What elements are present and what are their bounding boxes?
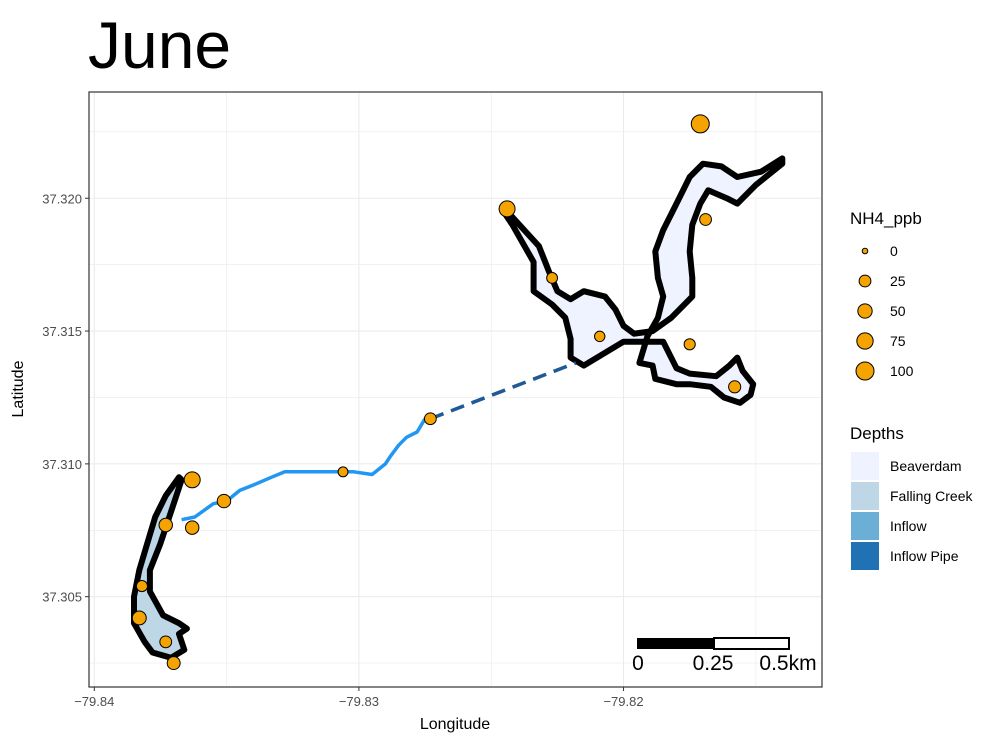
sample-point	[423, 412, 437, 426]
fill-legend-key	[851, 482, 879, 510]
size-legend: NH4_ppb 0 25 50 75 100	[850, 209, 922, 381]
sample-point	[337, 466, 349, 478]
fill-legend-label: Falling Creek	[890, 488, 973, 504]
beaverdam-reservoir	[498, 155, 786, 406]
size-legend-key	[855, 361, 875, 381]
sample-point	[594, 330, 606, 343]
scale-label-mid: 0.25	[693, 652, 734, 675]
x-tick-label: −79.82	[603, 694, 643, 709]
fill-legend-title: Depths	[850, 424, 904, 443]
size-legend-label: 75	[890, 333, 906, 349]
size-legend-title: NH4_ppb	[850, 209, 922, 228]
inflow-pipe	[429, 361, 577, 421]
fill-legend-label: Inflow Pipe	[890, 548, 959, 564]
plot-title: June	[88, 8, 231, 82]
y-tick-label: 37.310	[42, 457, 82, 472]
sample-point	[546, 272, 559, 284]
sample-point	[166, 656, 181, 671]
fill-legend-key	[851, 542, 879, 570]
fill-legend-key	[851, 512, 879, 540]
size-legend-label: 0	[890, 243, 898, 259]
size-legend-key	[861, 247, 869, 255]
axis-ticks: −79.84 −79.83 −79.82 37.305 37.310 37.315 37.3…	[42, 191, 643, 709]
size-legend-label: 100	[890, 363, 914, 379]
plot-panel-border	[88, 91, 823, 688]
sample-point	[135, 579, 148, 593]
scale-label-0: 0	[632, 652, 644, 675]
sample-point	[216, 493, 232, 509]
size-legend-key	[857, 303, 873, 319]
y-axis-title: Latitude	[10, 360, 27, 417]
sample-point	[184, 520, 200, 535]
y-tick-label: 37.305	[42, 590, 82, 605]
grid	[89, 92, 822, 687]
fill-legend-key	[851, 452, 879, 480]
fill-legend: Depths Beaverdam Falling Creek Inflow Inflo…	[850, 424, 973, 570]
x-tick-label: −79.84	[74, 694, 114, 709]
sample-point	[183, 471, 201, 489]
sample-point	[728, 380, 742, 394]
y-tick-label: 37.320	[42, 191, 82, 206]
sample-points	[131, 114, 742, 671]
size-legend-label: 50	[890, 303, 906, 319]
x-tick-label: −79.83	[339, 694, 379, 709]
sample-point	[158, 517, 173, 533]
size-legend-label: 25	[890, 273, 906, 289]
scale-label-end: 0.5km	[759, 652, 816, 675]
scale-bar-segment-light	[713, 637, 790, 650]
x-axis-title: Longitude	[420, 716, 490, 733]
scale-bar-segment-dark	[637, 638, 714, 649]
fill-legend-label: Beaverdam	[890, 458, 962, 474]
scale-bar: 0 0.25 0.5km	[632, 637, 817, 675]
size-legend-key	[858, 274, 872, 288]
size-legend-key	[856, 332, 874, 350]
sample-point	[690, 114, 710, 134]
sample-point	[498, 200, 516, 218]
sample-point	[159, 635, 173, 649]
y-tick-label: 37.315	[42, 324, 82, 339]
fill-legend-label: Inflow	[890, 518, 927, 534]
sample-point	[131, 610, 147, 626]
sample-point	[683, 338, 696, 351]
sample-point	[699, 213, 712, 226]
